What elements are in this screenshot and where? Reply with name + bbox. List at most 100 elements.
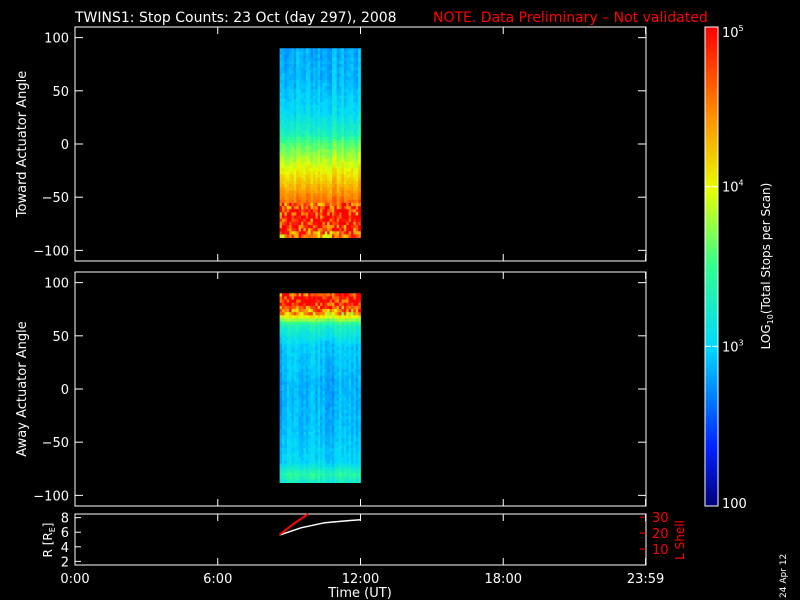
- heatmap-cell: [293, 48, 297, 52]
- heatmap-cell: [324, 353, 328, 357]
- heatmap-cell: [291, 127, 295, 131]
- heatmap-cell: [329, 410, 333, 414]
- heatmap-cell: [305, 428, 309, 433]
- heatmap-cell: [301, 89, 304, 93]
- heatmap-cell: [303, 391, 307, 395]
- heatmap-cell: [281, 76, 285, 81]
- heatmap-cell: [343, 337, 347, 342]
- heatmap-cell: [298, 117, 302, 122]
- heatmap-cell: [317, 403, 321, 408]
- heatmap-cell: [298, 391, 302, 395]
- heatmap-cell: [312, 139, 316, 144]
- heatmap-cell: [350, 221, 354, 226]
- heatmap-cell: [293, 139, 297, 144]
- heatmap-cell: [329, 340, 333, 345]
- heatmap-cell: [320, 89, 323, 93]
- heatmap-cell: [301, 60, 304, 65]
- heatmap-cell: [353, 394, 357, 398]
- heatmap-cell: [327, 318, 330, 323]
- heatmap-cell: [358, 378, 361, 383]
- heatmap-cell: [350, 463, 354, 468]
- heatmap-cell: [320, 299, 323, 304]
- heatmap-cell: [329, 444, 333, 449]
- heatmap-cell: [296, 120, 300, 125]
- heatmap-cell: [293, 428, 297, 433]
- heatmap-cell: [327, 346, 330, 351]
- heatmap-cell: [310, 321, 314, 326]
- heatmap-cell: [343, 305, 347, 310]
- heatmap-cell: [348, 183, 352, 188]
- heatmap-cell: [281, 142, 285, 147]
- heatmap-cell: [308, 372, 311, 376]
- heatmap-cell: [346, 369, 350, 373]
- heatmap-cell: [308, 224, 311, 229]
- heatmap-cell: [358, 127, 361, 131]
- heatmap-cell: [348, 218, 352, 223]
- heatmap-cell: [329, 387, 333, 392]
- heatmap-cell: [327, 101, 330, 106]
- heatmap-cell: [324, 425, 328, 430]
- heatmap-cell: [301, 114, 304, 119]
- heatmap-cell: [310, 466, 314, 471]
- heatmap-cell: [305, 165, 309, 169]
- heatmap-cell: [308, 416, 311, 420]
- heatmap-cell: [298, 293, 302, 297]
- heatmap-cell: [305, 92, 309, 97]
- heatmap-cell: [350, 391, 354, 395]
- heatmap-cell: [284, 331, 288, 335]
- heatmap-cell: [291, 302, 295, 307]
- heatmap-cell: [348, 321, 352, 326]
- heatmap-cell: [348, 228, 352, 232]
- heatmap-cell: [324, 234, 328, 238]
- heatmap-cell: [310, 57, 314, 62]
- heatmap-cell: [358, 435, 361, 439]
- heatmap-cell: [343, 299, 347, 304]
- heatmap-cell: [339, 324, 342, 329]
- heatmap-cell: [346, 473, 350, 477]
- heatmap-cell: [350, 161, 354, 166]
- heatmap-cell: [281, 196, 285, 201]
- heatmap-cell: [286, 359, 290, 364]
- heatmap-cell: [301, 174, 304, 179]
- heatmap-cell: [331, 416, 335, 420]
- heatmap-cell: [310, 64, 314, 68]
- heatmap-cell: [324, 171, 328, 175]
- heatmap-cell: [336, 120, 340, 125]
- heatmap-cell: [339, 86, 342, 90]
- heatmap-cell: [310, 413, 314, 417]
- heatmap-cell: [324, 422, 328, 427]
- heatmap-cell: [322, 60, 326, 65]
- heatmap-cell: [355, 384, 359, 389]
- heatmap-cell: [296, 353, 300, 357]
- heatmap-cell: [279, 114, 283, 119]
- heatmap-cell: [312, 476, 316, 480]
- heatmap-cell: [320, 133, 323, 138]
- heatmap-cell: [329, 231, 333, 235]
- heatmap-cell: [291, 51, 295, 55]
- heatmap-cell: [322, 410, 326, 414]
- heatmap-cell: [315, 435, 319, 439]
- heatmap-cell: [322, 48, 326, 52]
- heatmap-cell: [303, 180, 307, 185]
- heatmap-cell: [327, 293, 330, 297]
- heatmap-cell: [336, 337, 340, 342]
- heatmap-cell: [310, 419, 314, 424]
- heatmap-cell: [334, 228, 338, 232]
- heatmap-cell: [336, 406, 340, 411]
- heatmap-cell: [310, 165, 314, 169]
- heatmap-cell: [303, 215, 307, 220]
- heatmap-cell: [320, 296, 323, 300]
- heatmap-cell: [327, 305, 330, 310]
- heatmap-cell: [348, 340, 352, 345]
- heatmap-cell: [296, 149, 300, 153]
- heatmap-cell: [355, 149, 359, 153]
- heatmap-cell: [310, 155, 314, 160]
- heatmap-cell: [279, 299, 283, 304]
- heatmap-cell: [293, 432, 297, 436]
- heatmap-cell: [336, 124, 340, 128]
- heatmap-cell: [284, 92, 288, 97]
- heatmap-cell: [315, 202, 319, 207]
- heatmap-cell: [339, 476, 342, 480]
- heatmap-cell: [331, 130, 335, 134]
- heatmap-cell: [317, 89, 321, 93]
